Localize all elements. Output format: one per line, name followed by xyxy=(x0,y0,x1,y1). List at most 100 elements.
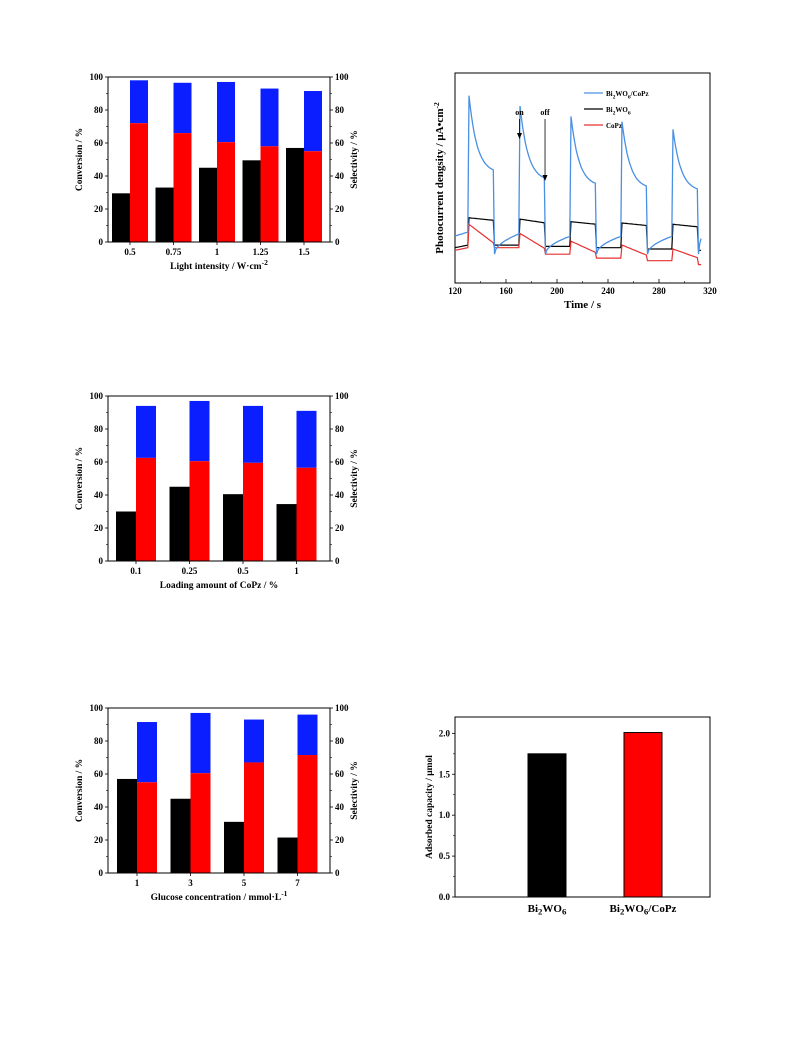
x-tick-label: Bi2WO6/CoPz xyxy=(610,903,677,917)
bar-conversion xyxy=(116,511,136,561)
y-tick-label: 0 xyxy=(99,237,104,247)
x-tick-label: 0.5 xyxy=(237,566,249,576)
legend-label: Bi2WO6/CoPz xyxy=(606,90,649,101)
chart-glucose: 1 3 5 7 0 0 20 20 40 40 60 60 80 80 100 100 Conversion /… xyxy=(75,703,360,903)
bar-selectivity-red xyxy=(243,462,263,561)
x-tick-label-part: 6 xyxy=(644,907,649,917)
bar-selectivity-red xyxy=(137,782,157,873)
bar-conversion xyxy=(277,837,298,873)
bar-conversion xyxy=(170,798,191,873)
bar-selectivity-blue xyxy=(260,88,279,147)
bar-adsorbed xyxy=(623,732,663,898)
x-tick-label: 1.25 xyxy=(253,247,269,257)
x-tick-label-part: WO xyxy=(624,903,644,915)
bar-selectivity-blue xyxy=(217,81,235,143)
y2-tick-label: 0 xyxy=(335,556,340,566)
y2-tick-label: 40 xyxy=(335,802,345,812)
legend-label-part: CoPz xyxy=(606,122,622,130)
y2-tick-label: 20 xyxy=(335,204,345,214)
bar-selectivity-red xyxy=(260,146,279,242)
y-tick-label: 80 xyxy=(94,105,104,115)
bar-selectivity-blue xyxy=(136,405,156,458)
legend-label-part: 2 xyxy=(613,95,616,101)
bar-selectivity-blue xyxy=(297,714,318,756)
x-tick-label: 0.1 xyxy=(130,566,142,576)
y-tick-label: 1.0 xyxy=(439,810,451,820)
bar-selectivity-blue xyxy=(296,410,317,468)
y-axis-label-sup: -2 xyxy=(432,102,441,108)
y-tick-label: 0 xyxy=(99,868,104,878)
y-tick-label: 40 xyxy=(94,171,104,181)
bar-conversion xyxy=(199,167,217,242)
y-tick-label: 20 xyxy=(94,835,104,845)
y-axis-label: Conversion / % xyxy=(75,128,85,191)
y-tick-label: 80 xyxy=(94,736,104,746)
x-tick-label: 1 xyxy=(135,878,140,888)
y2-tick-label: 60 xyxy=(335,457,345,467)
y-tick-label: 60 xyxy=(94,769,104,779)
y2-tick-label: 20 xyxy=(335,835,345,845)
y2-tick-label: 20 xyxy=(335,523,345,533)
y2-tick-label: 0 xyxy=(335,237,340,247)
y-tick-label: 100 xyxy=(90,703,104,713)
y-axis-label: Photocurrent dengsity / μA•cm-2 xyxy=(432,102,446,254)
bar-selectivity-blue xyxy=(130,80,148,124)
y2-axis-label: Selectivity / % xyxy=(350,449,360,508)
bar-conversion xyxy=(286,147,304,242)
x-tick-label: 1 xyxy=(294,566,299,576)
bar-conversion xyxy=(155,187,174,242)
x-tick-label: 240 xyxy=(601,286,615,296)
bar-conversion xyxy=(224,821,244,873)
x-tick-label: 5 xyxy=(242,878,247,888)
x-tick-label: Bi2WO6 xyxy=(528,903,567,917)
series-line-copz xyxy=(454,223,702,266)
bar-selectivity-blue xyxy=(173,82,192,134)
bar-conversion xyxy=(223,494,243,561)
bar-conversion xyxy=(276,504,297,561)
y2-tick-label: 80 xyxy=(335,424,345,434)
y-axis-label-text: Photocurrent dengsity / μA•cm xyxy=(434,109,446,254)
x-tick-label: 280 xyxy=(652,286,666,296)
y-tick-label: 20 xyxy=(94,523,104,533)
y-axis-label: Conversion / % xyxy=(75,447,85,510)
y-tick-label: 60 xyxy=(94,457,104,467)
bar-selectivity-red xyxy=(190,773,211,873)
annotation-arrowhead-on xyxy=(517,133,523,139)
x-tick-label: 1.5 xyxy=(298,247,310,257)
x-axis-label: Loading amount of CoPz / % xyxy=(160,581,279,591)
y-tick-label: 100 xyxy=(90,72,104,82)
bar-selectivity-red xyxy=(297,755,318,873)
legend-label-part: /CoPz xyxy=(630,90,649,98)
y2-tick-label: 60 xyxy=(335,769,345,779)
x-tick-label-part: WO xyxy=(542,903,562,915)
plot-frame xyxy=(454,716,711,898)
bar-selectivity-red xyxy=(189,461,210,561)
series-line-bi2wo6 xyxy=(454,217,702,251)
bar-selectivity-red xyxy=(304,151,322,242)
y-axis-label: Adsorbed capacity / μmol xyxy=(425,755,435,859)
y-tick-label: 20 xyxy=(94,204,104,214)
y2-tick-label: 100 xyxy=(335,391,349,401)
annotation-on: on xyxy=(515,108,524,117)
y-axis-label: Conversion / % xyxy=(75,759,85,822)
x-tick-label-part: 2 xyxy=(538,907,543,917)
x-tick-label-part: /CoPz xyxy=(647,903,676,915)
x-tick-label: 120 xyxy=(448,286,462,296)
y-tick-label: 40 xyxy=(94,490,104,500)
legend-label-part: WO xyxy=(615,90,628,98)
y2-tick-label: 0 xyxy=(335,868,340,878)
bar-selectivity-blue xyxy=(190,712,211,774)
x-axis-label-sup: -2 xyxy=(262,258,268,267)
y-tick-label: 2.0 xyxy=(439,728,451,738)
x-tick-label-part: Bi xyxy=(610,903,620,915)
bar-selectivity-red xyxy=(130,123,148,242)
y-tick-label: 80 xyxy=(94,424,104,434)
y2-tick-label: 40 xyxy=(335,490,345,500)
bar-selectivity-blue xyxy=(304,91,322,152)
chart-adsorbed: Bi2WO6 Bi2WO6/CoPz0.00.51.01.52.0Adsorbed… xyxy=(425,716,711,917)
bar-selectivity-red xyxy=(173,133,192,242)
y2-tick-label: 80 xyxy=(335,105,345,115)
y-tick-label: 100 xyxy=(90,391,104,401)
